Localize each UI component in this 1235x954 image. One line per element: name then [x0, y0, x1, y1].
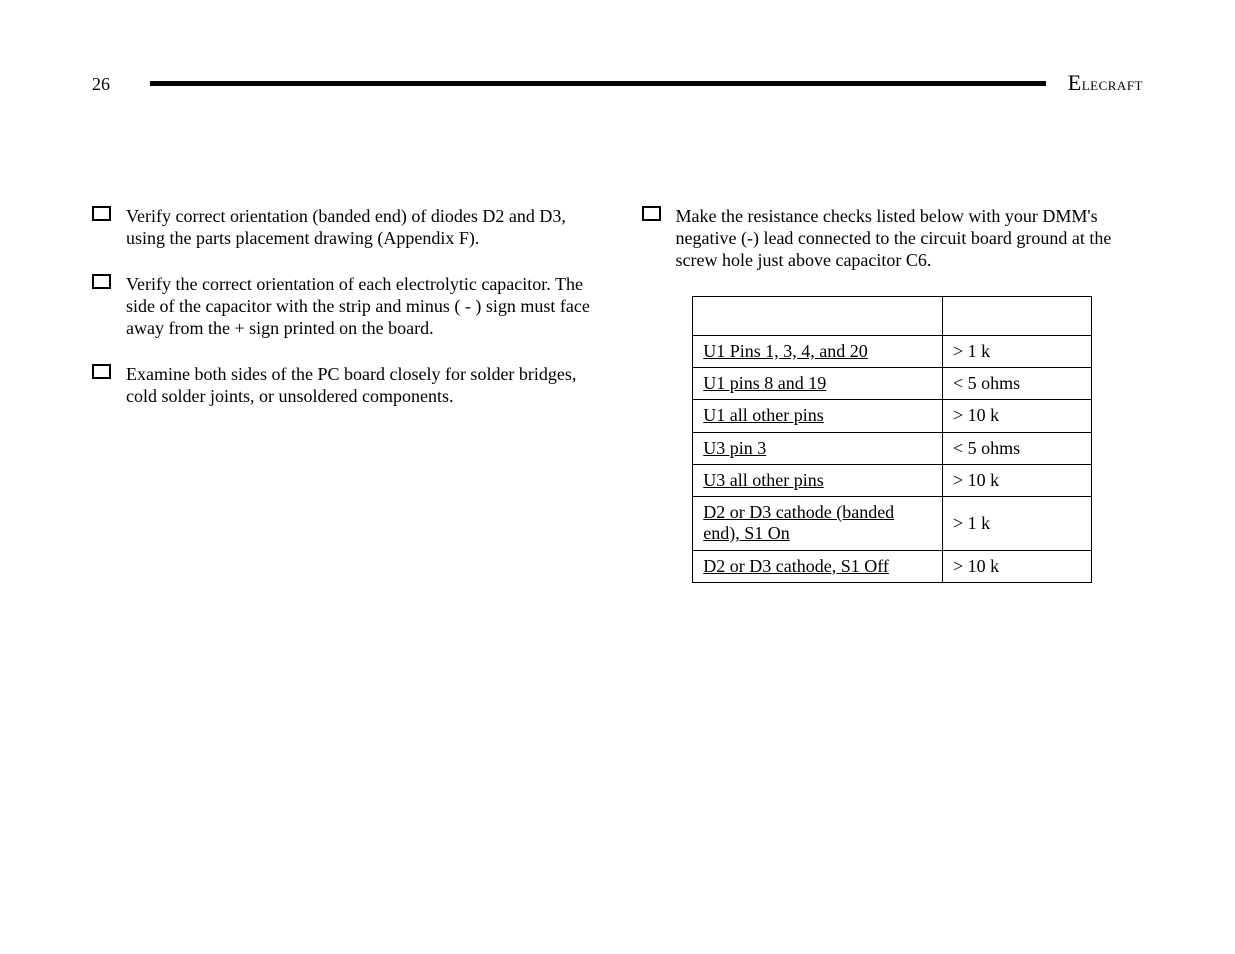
document-page: 26 Elecraft Verify correct orientation (…	[0, 0, 1235, 954]
table-row: U1 Pins 1, 3, 4, and 20 > 1 k	[693, 335, 1092, 367]
step-text: Make the resistance checks listed below …	[676, 206, 1112, 270]
table-cell-point: U1 all other pins	[693, 400, 943, 432]
table-cell-value: > 10 k	[943, 550, 1092, 582]
table-cell-value: < 5 ohms	[943, 432, 1092, 464]
table-header-row	[693, 296, 1092, 335]
content-columns: Verify correct orientation (banded end) …	[92, 206, 1143, 583]
page-number: 26	[92, 74, 132, 95]
table-cell-point: U3 all other pins	[693, 464, 943, 496]
checkbox-icon	[642, 206, 661, 221]
table-row: U3 pin 3 < 5 ohms	[693, 432, 1092, 464]
resistance-table: U1 Pins 1, 3, 4, and 20 > 1 k U1 pins 8 …	[692, 296, 1092, 583]
table-cell-point: D2 or D3 cathode, S1 Off	[693, 550, 943, 582]
brand-label: Elecraft	[1068, 70, 1143, 96]
brand-rest: lecraft	[1082, 74, 1143, 95]
table-cell-point: U1 pins 8 and 19	[693, 368, 943, 400]
table-row: U1 pins 8 and 19 < 5 ohms	[693, 368, 1092, 400]
step-text: Verify correct orientation (banded end) …	[126, 206, 566, 248]
checklist-item: Examine both sides of the PC board close…	[92, 364, 594, 408]
table-cell-value: > 10 k	[943, 464, 1092, 496]
step-text: Examine both sides of the PC board close…	[126, 364, 576, 406]
table-cell-value: > 10 k	[943, 400, 1092, 432]
checklist-item: Make the resistance checks listed below …	[642, 206, 1144, 272]
checklist-item: Verify the correct orientation of each e…	[92, 274, 594, 340]
checkbox-icon	[92, 364, 111, 379]
checklist-item: Verify correct orientation (banded end) …	[92, 206, 594, 250]
table-cell-point: U3 pin 3	[693, 432, 943, 464]
checkbox-icon	[92, 274, 111, 289]
page-header: 26 Elecraft	[92, 70, 1143, 96]
right-column: Make the resistance checks listed below …	[642, 206, 1144, 583]
table-header-cell	[693, 296, 943, 335]
brand-first-letter: E	[1068, 70, 1082, 95]
table-row: U3 all other pins > 10 k	[693, 464, 1092, 496]
table-cell-value: > 1 k	[943, 335, 1092, 367]
table-row: D2 or D3 cathode (banded end), S1 On > 1…	[693, 497, 1092, 550]
table-row: U1 all other pins > 10 k	[693, 400, 1092, 432]
left-column: Verify correct orientation (banded end) …	[92, 206, 594, 583]
table-cell-point: D2 or D3 cathode (banded end), S1 On	[693, 497, 943, 550]
table-cell-value: < 5 ohms	[943, 368, 1092, 400]
table-header-cell	[943, 296, 1092, 335]
step-text: Verify the correct orientation of each e…	[126, 274, 590, 338]
table-cell-point: U1 Pins 1, 3, 4, and 20	[693, 335, 943, 367]
header-rule	[150, 81, 1046, 86]
checkbox-icon	[92, 206, 111, 221]
table-row: D2 or D3 cathode, S1 Off > 10 k	[693, 550, 1092, 582]
table-cell-value: > 1 k	[943, 497, 1092, 550]
